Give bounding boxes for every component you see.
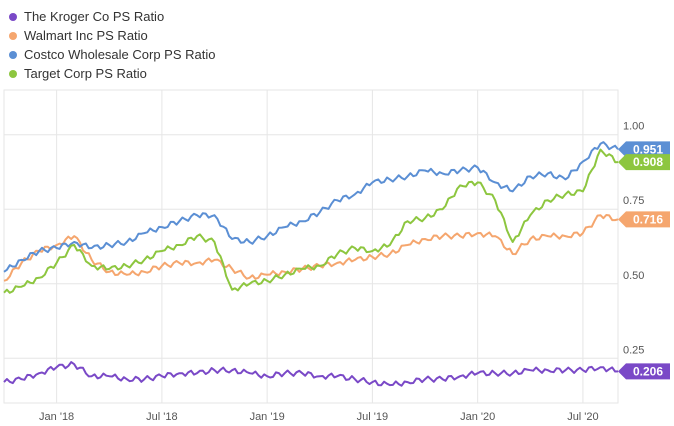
legend-item-kroger[interactable]: The Kroger Co PS Ratio <box>4 7 215 26</box>
end-value-badge: 0.908 <box>618 154 670 171</box>
chart-legend: The Kroger Co PS Ratio Walmart Inc PS Ra… <box>4 7 215 83</box>
y-tick-label: 0.25 <box>623 344 644 356</box>
series-line <box>3 214 619 282</box>
legend-label: Walmart Inc PS Ratio <box>24 28 148 43</box>
badge-shape <box>618 363 670 380</box>
legend-label: Costco Wholesale Corp PS Ratio <box>24 47 216 62</box>
y-tick-label: 0.50 <box>623 270 644 282</box>
badge-shape <box>618 211 670 228</box>
badge-value: 0.206 <box>633 364 663 378</box>
legend-dot-icon <box>9 31 17 40</box>
badge-value: 0.716 <box>633 212 663 226</box>
series-line <box>3 141 619 273</box>
legend-dot-icon <box>9 69 17 78</box>
legend-item-walmart[interactable]: Walmart Inc PS Ratio <box>4 26 215 45</box>
x-tick-label: Jan '20 <box>460 411 495 423</box>
x-tick-label: Jan '19 <box>250 411 285 423</box>
legend-dot-icon <box>9 12 17 21</box>
legend-label: Target Corp PS Ratio <box>24 66 147 81</box>
legend-label: The Kroger Co PS Ratio <box>24 9 165 24</box>
legend-item-costco[interactable]: Costco Wholesale Corp PS Ratio <box>4 45 215 64</box>
legend-dot-icon <box>9 50 17 59</box>
y-tick-label: 1.00 <box>623 121 644 133</box>
x-tick-label: Jan '18 <box>39 411 74 423</box>
badge-shape <box>618 154 670 171</box>
end-value-badge: 0.716 <box>618 211 670 228</box>
end-value-badge: 0.951 <box>618 141 670 158</box>
badge-value: 0.951 <box>633 142 663 156</box>
badge-value: 0.908 <box>633 155 663 169</box>
legend-item-target[interactable]: Target Corp PS Ratio <box>4 64 215 83</box>
series-line <box>3 148 619 294</box>
y-tick-label: 0.75 <box>623 195 644 207</box>
plot-area <box>3 89 619 404</box>
series-line <box>3 361 619 387</box>
badge-shape <box>618 141 670 158</box>
x-tick-label: Jul '20 <box>567 411 598 423</box>
x-tick-label: Jul '19 <box>357 411 388 423</box>
x-tick-label: Jul '18 <box>146 411 177 423</box>
end-value-badge: 0.206 <box>618 363 670 380</box>
